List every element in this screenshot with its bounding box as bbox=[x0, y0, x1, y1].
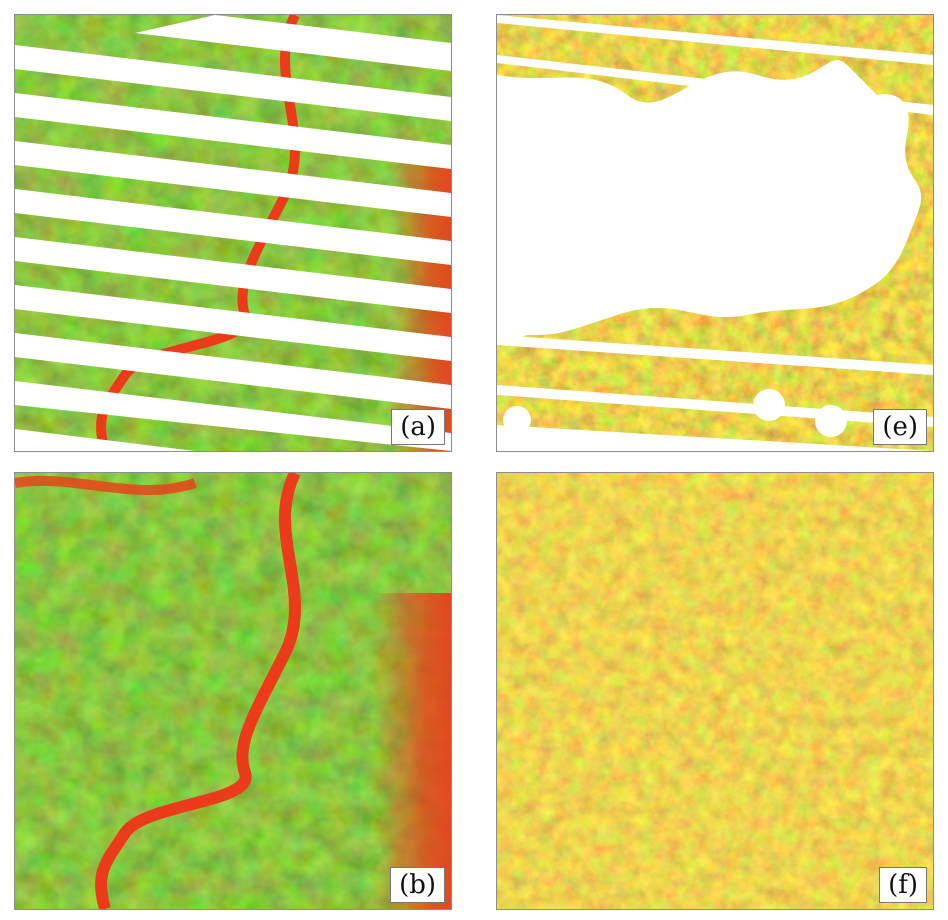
panel-f-raster bbox=[497, 473, 933, 909]
panel-a-image: (a) bbox=[14, 14, 452, 452]
panel-b-image: (b) bbox=[14, 472, 452, 910]
scan-gap-stripes bbox=[15, 15, 451, 451]
panel-e-image: (e) bbox=[496, 14, 934, 452]
panel-e-raster bbox=[497, 15, 933, 451]
panel-e-label: (e) bbox=[873, 409, 927, 445]
panel-b-raster bbox=[15, 473, 451, 909]
cloud-mask bbox=[497, 60, 922, 345]
panel-f-image: (f) bbox=[496, 472, 934, 910]
panel-a-label: (a) bbox=[391, 409, 445, 445]
panel-b-label: (b) bbox=[390, 867, 445, 903]
river-channel bbox=[95, 473, 301, 909]
scan-gap-stripes-e bbox=[497, 15, 933, 451]
panel-f-label: (f) bbox=[879, 867, 927, 903]
panel-a-raster bbox=[15, 15, 451, 451]
